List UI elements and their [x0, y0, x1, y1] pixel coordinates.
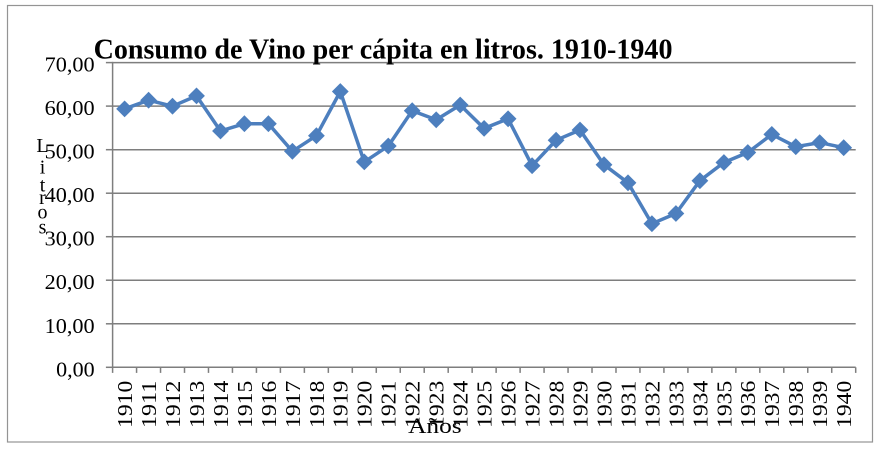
svg-text:1928: 1928 — [545, 381, 569, 428]
svg-text:1911: 1911 — [137, 381, 161, 428]
svg-text:1932: 1932 — [640, 381, 664, 428]
svg-text:20,00: 20,00 — [45, 270, 95, 294]
svg-text:1920: 1920 — [353, 381, 377, 428]
svg-text:1940: 1940 — [832, 381, 856, 428]
svg-text:1910: 1910 — [113, 381, 137, 428]
svg-text:1916: 1916 — [257, 380, 281, 428]
svg-text:1917: 1917 — [281, 380, 305, 428]
svg-text:1929: 1929 — [568, 381, 592, 428]
svg-text:1914: 1914 — [209, 380, 233, 428]
svg-text:o: o — [38, 202, 48, 224]
svg-text:70,00: 70,00 — [45, 53, 95, 77]
svg-text:1915: 1915 — [233, 381, 257, 428]
svg-text:1933: 1933 — [664, 381, 688, 428]
svg-text:s: s — [39, 216, 47, 238]
svg-text:40,00: 40,00 — [45, 183, 95, 207]
svg-text:t: t — [40, 174, 46, 196]
svg-text:Años: Años — [408, 413, 462, 438]
svg-text:10,00: 10,00 — [45, 314, 95, 338]
svg-text:60,00: 60,00 — [45, 96, 95, 120]
svg-text:1918: 1918 — [305, 381, 329, 428]
svg-text:i: i — [40, 156, 46, 178]
svg-text:1937: 1937 — [760, 380, 784, 428]
svg-text:1934: 1934 — [688, 380, 712, 428]
svg-text:L: L — [36, 135, 48, 157]
svg-text:1938: 1938 — [784, 381, 808, 428]
svg-text:1930: 1930 — [592, 381, 616, 428]
svg-text:1912: 1912 — [161, 381, 185, 428]
svg-text:50,00: 50,00 — [45, 140, 95, 164]
svg-text:r: r — [39, 187, 46, 209]
svg-text:1939: 1939 — [808, 381, 832, 428]
svg-text:1935: 1935 — [712, 381, 736, 428]
svg-text:1925: 1925 — [473, 381, 497, 428]
svg-text:1924: 1924 — [449, 380, 473, 428]
svg-text:30,00: 30,00 — [45, 227, 95, 251]
svg-text:1913: 1913 — [185, 381, 209, 428]
svg-text:1919: 1919 — [329, 381, 353, 428]
svg-text:1931: 1931 — [616, 381, 640, 428]
svg-text:1923: 1923 — [425, 381, 449, 428]
svg-text:0,00: 0,00 — [56, 357, 95, 381]
svg-text:1926: 1926 — [497, 380, 521, 428]
svg-text:1927: 1927 — [521, 380, 545, 428]
svg-text:1921: 1921 — [377, 381, 401, 428]
svg-text:1922: 1922 — [401, 381, 425, 428]
svg-text:1936: 1936 — [736, 380, 760, 428]
svg-text:Consumo de Vino per cápita en: Consumo de Vino per cápita en litros. 19… — [94, 34, 673, 65]
